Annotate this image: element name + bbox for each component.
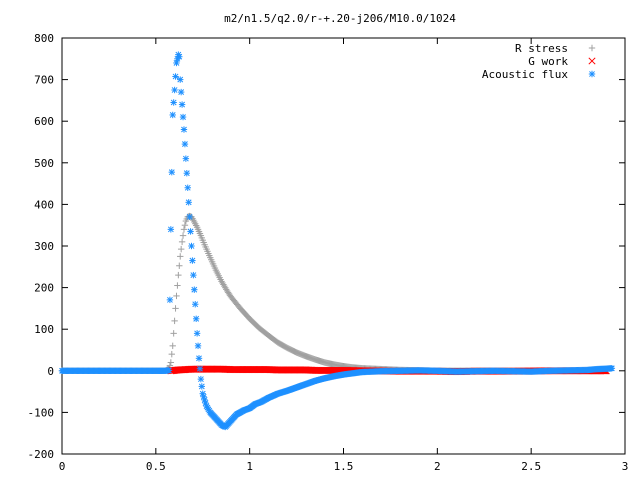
data-point [190,271,197,279]
x-axis: 0 0.5 1 1.5 2 2.5 3 [59,38,629,473]
data-point [198,383,206,390]
data-point [194,342,202,350]
data-point [608,365,616,372]
data-point [178,101,186,108]
legend-label: R stress [515,42,568,55]
data-point [177,253,184,260]
data-point [178,238,186,246]
data-point [183,170,190,177]
y-tick-label: 400 [34,198,54,211]
data-point [174,282,181,289]
y-tick-label: 0 [47,365,54,378]
data-point [176,262,183,269]
data-point [176,53,183,60]
data-point [181,222,189,229]
y-tick-label: -200 [28,448,55,461]
data-point [167,226,175,233]
series-r-stress [58,212,610,374]
legend-marker [588,57,596,65]
data-point [184,184,191,191]
data-point [193,330,201,337]
legend-marker [588,70,596,78]
data-point [172,73,179,80]
x-tick-label: 3 [622,460,629,473]
y-tick-label: 300 [34,240,54,253]
data-point [187,228,194,235]
data-point [177,245,185,253]
y-tick-label: 100 [34,323,54,336]
chart-title: m2/n1.5/q2.0/r-+.20-j206/M10.0/1024 [224,12,456,25]
plot-frame [61,37,626,455]
data-point [177,88,185,96]
data-point [186,213,193,221]
data-point [191,286,198,293]
x-tick-label: 1 [246,460,253,473]
y-tick-label: 700 [34,74,54,87]
data-point [195,355,203,362]
data-point [170,330,177,337]
data-point [175,271,182,279]
data-point [182,155,190,162]
data-point [185,199,192,206]
data-point [179,113,187,121]
data-point [171,86,178,94]
series-acoustic-flux [58,51,616,431]
data-point [168,168,175,176]
y-tick-label: 500 [34,157,54,170]
y-axis: -200 -100 0 100 200 300 400 500 600 700 800 [28,32,625,461]
x-tick-label: 0 [59,460,66,473]
data-point [188,242,195,250]
data-point [189,257,196,264]
data-point [179,232,187,239]
x-tick-label: 0.5 [146,460,166,473]
x-tick-label: 1.5 [334,460,354,473]
y-tick-label: 200 [34,282,54,295]
legend-label: G work [528,55,568,68]
y-tick-label: 800 [34,32,54,45]
data-point [180,126,188,133]
data-point [165,367,173,374]
data-point [196,365,204,372]
data-point [192,315,200,322]
data-point [167,359,175,366]
y-tick-label: -100 [28,406,55,419]
data-point [173,292,180,300]
data-point [168,350,175,358]
data-point [197,375,205,383]
legend-marker [588,44,596,52]
data-point [170,99,177,106]
data-point [166,296,174,304]
data-point [169,342,176,350]
data-point [180,226,188,233]
data-point [169,111,176,119]
x-tick-label: 2 [434,460,441,473]
data-point [171,317,178,325]
series-layer [58,51,616,431]
x-tick-label: 2.5 [521,460,541,473]
y-tick-label: 600 [34,115,54,128]
data-point [181,140,189,148]
legend-label: Acoustic flux [482,68,568,81]
data-point [177,76,184,83]
data-point [172,305,179,312]
data-point [192,301,199,308]
